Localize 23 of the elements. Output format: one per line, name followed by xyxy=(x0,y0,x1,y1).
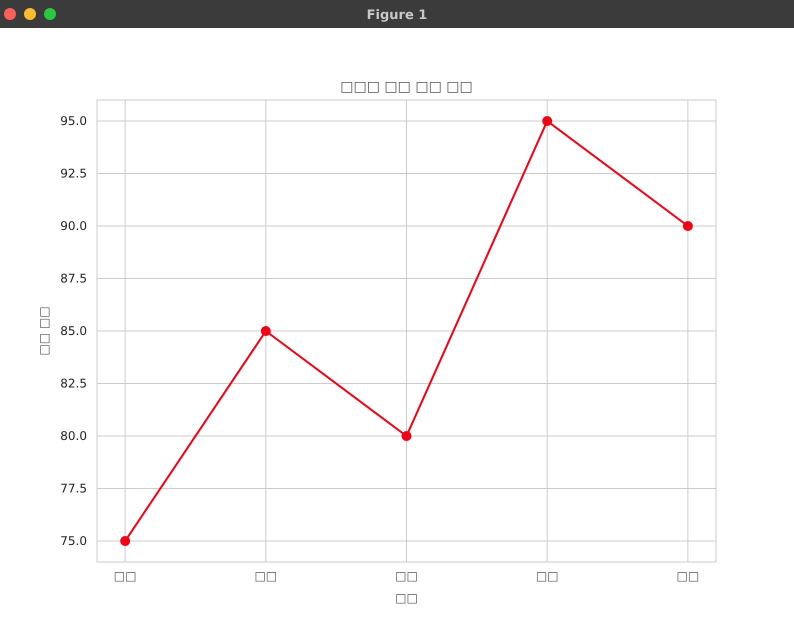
point xyxy=(120,536,130,546)
y-tick-label: 85.0 xyxy=(60,324,87,338)
y-tick-label: 80.0 xyxy=(60,429,87,444)
caption: Figure 1 xyxy=(366,8,428,23)
y-tick-label: 87.5 xyxy=(60,272,87,286)
x-tick-label: □□ xyxy=(395,569,418,583)
x-tick-label: □□ xyxy=(676,569,700,583)
point xyxy=(682,221,693,231)
y-tick-label: 75.0 xyxy=(60,534,87,548)
y-tick-label: 90.0 xyxy=(60,219,87,234)
x-tick-label: □□ xyxy=(254,569,278,583)
x-axis-title: □□ xyxy=(395,591,418,605)
x-tick-label: □□ xyxy=(114,569,136,583)
point xyxy=(402,431,412,441)
y-tick-label: 92.5 xyxy=(60,166,87,181)
y-tick-label: 82.5 xyxy=(60,376,87,391)
point xyxy=(260,326,271,336)
y-tick-label: 95.0 xyxy=(60,114,87,128)
y-tick-label: 77.5 xyxy=(60,482,87,496)
x-tick-label: □□ xyxy=(536,569,559,583)
chart-title: □□□ □□ □□ □□ xyxy=(340,79,473,95)
point xyxy=(542,116,552,126)
y-axis-title: □□ □□ xyxy=(37,306,51,356)
